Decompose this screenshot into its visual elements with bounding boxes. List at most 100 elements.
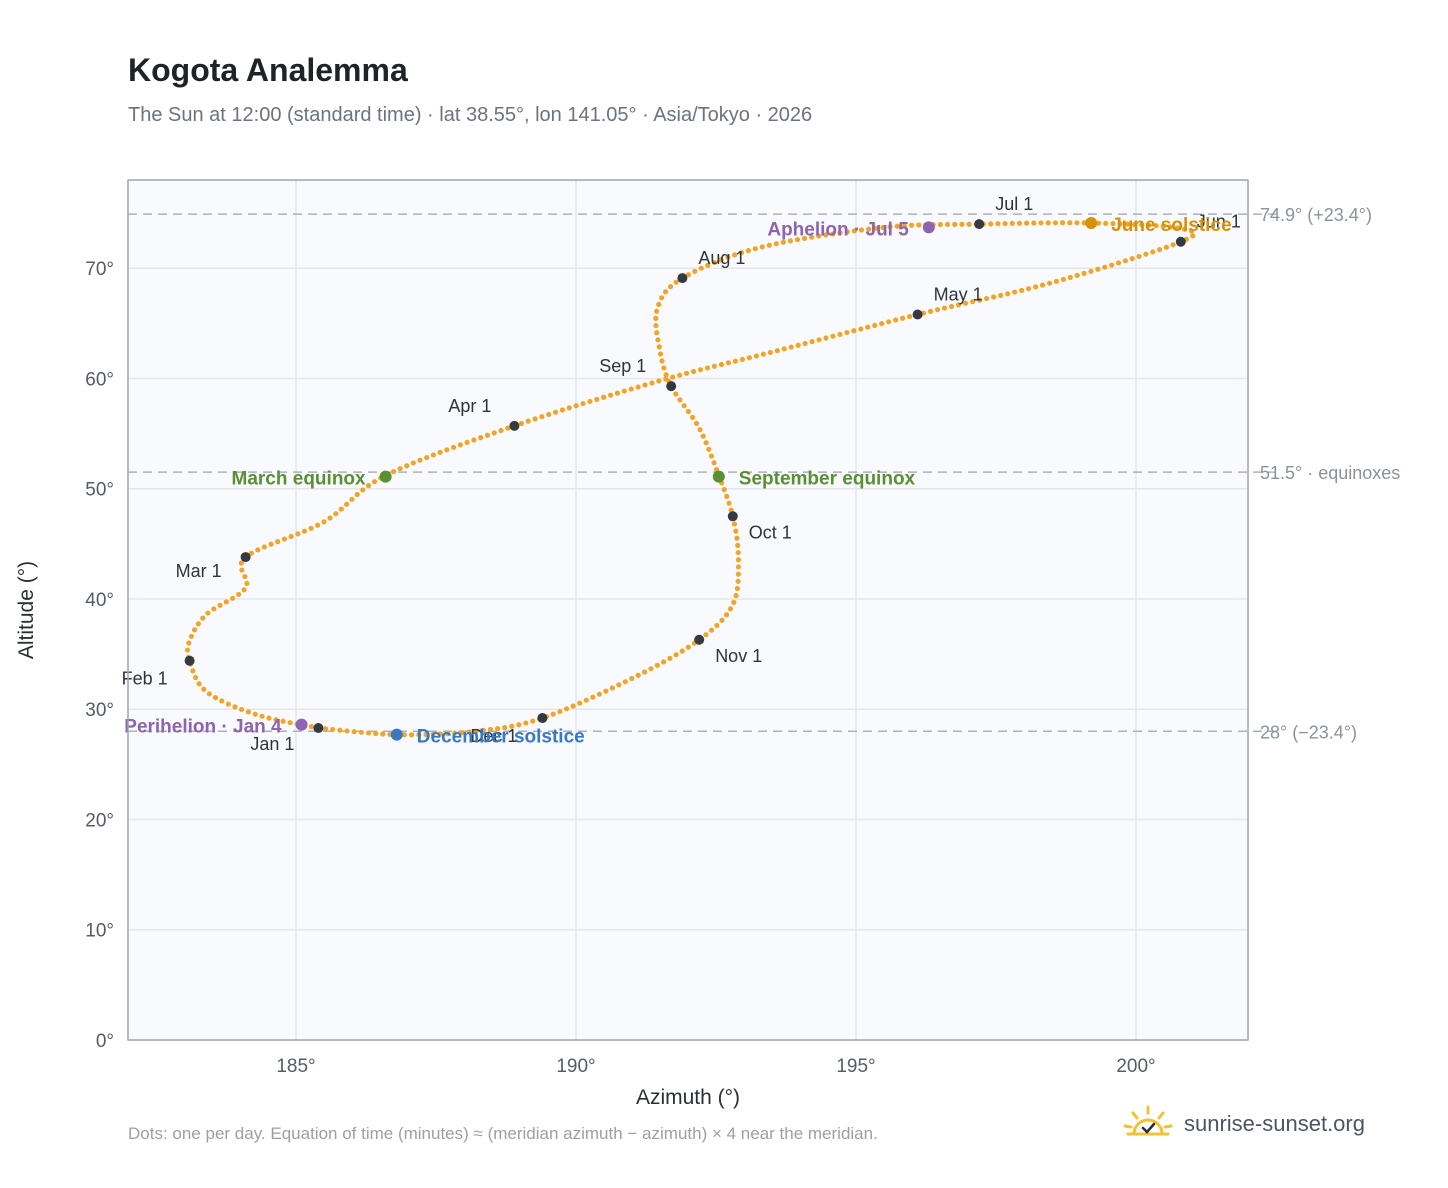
day-dot — [735, 578, 741, 584]
day-dot — [373, 730, 379, 737]
day-dot — [594, 396, 600, 402]
day-dot — [984, 295, 990, 302]
day-dot — [1153, 223, 1159, 229]
day-dot — [773, 241, 779, 247]
day-dot — [351, 729, 357, 735]
day-dot — [505, 425, 511, 431]
day-dot — [430, 731, 436, 737]
month-marker — [313, 722, 324, 733]
day-dot — [509, 723, 515, 729]
y-tick-label: 60° — [85, 369, 114, 390]
day-dot — [410, 460, 416, 466]
day-dot — [1067, 274, 1073, 280]
day-dot — [727, 606, 734, 612]
day-dot — [498, 427, 504, 434]
month-label: Apr 1 — [448, 396, 491, 416]
day-dot — [642, 382, 648, 388]
day-dot — [823, 232, 829, 238]
day-dot — [654, 330, 660, 336]
day-dot — [735, 564, 742, 570]
day-dot — [459, 729, 465, 736]
day-dot — [1190, 233, 1196, 239]
day-dot — [241, 587, 247, 593]
day-dot — [295, 531, 301, 537]
day-dot — [236, 591, 242, 598]
day-dot — [718, 361, 725, 368]
day-dot — [484, 432, 491, 438]
month-marker — [677, 273, 688, 284]
day-dot — [683, 370, 690, 376]
day-dot — [667, 655, 673, 661]
day-dot — [851, 228, 857, 234]
day-dot — [663, 372, 669, 378]
month-label: Jul 1 — [995, 194, 1033, 214]
day-dot — [457, 442, 463, 448]
day-dot — [977, 297, 983, 303]
day-dot — [471, 437, 477, 443]
brand[interactable]: sunrise-sunset.org — [1120, 1102, 1365, 1146]
day-dot — [430, 452, 436, 458]
month-label: May 1 — [934, 285, 983, 305]
day-dot — [437, 731, 443, 737]
day-dot — [746, 355, 752, 361]
day-dot — [437, 449, 443, 455]
day-dot — [865, 324, 871, 330]
day-dot — [700, 433, 706, 439]
day-dot — [401, 732, 408, 738]
day-dot — [1110, 220, 1116, 227]
day-dot — [1045, 220, 1051, 226]
day-dot — [1150, 249, 1156, 255]
day-dot — [473, 728, 479, 734]
day-dot — [609, 685, 615, 691]
day-dot — [1031, 220, 1037, 226]
day-dot — [1067, 220, 1073, 226]
day-dot — [275, 539, 281, 545]
month-marker — [974, 219, 985, 230]
day-dot — [261, 544, 267, 550]
day-dot — [927, 308, 934, 314]
day-dot — [1095, 266, 1101, 272]
day-dot — [614, 390, 621, 396]
day-dot — [424, 454, 430, 461]
event-label: September equinox — [739, 469, 916, 490]
day-dot — [416, 732, 422, 738]
day-dot — [1026, 286, 1032, 292]
x-tick-label: 185° — [276, 1056, 315, 1077]
day-dot — [550, 711, 556, 717]
day-dot — [191, 627, 198, 633]
day-dot — [900, 315, 906, 321]
day-dot — [186, 640, 192, 646]
y-tick-label: 10° — [85, 921, 114, 942]
day-dot — [273, 717, 279, 723]
day-dot — [480, 727, 486, 733]
day-dot — [380, 731, 386, 737]
day-dot — [703, 632, 709, 638]
reference-lines: 74.9° (+23.4°) 51.5° · equinoxes 28° (−23.… — [128, 205, 1400, 742]
day-dot — [991, 294, 997, 300]
day-dot — [365, 483, 372, 489]
day-dot — [662, 289, 669, 295]
y-tick-label: 50° — [85, 480, 114, 501]
day-dot — [557, 708, 563, 715]
month-label: Feb 1 — [122, 669, 168, 689]
day-dot — [673, 652, 679, 658]
day-dot — [948, 303, 955, 310]
month-label: Aug 1 — [698, 248, 745, 268]
day-dot — [288, 533, 294, 540]
day-dot — [719, 617, 725, 623]
day-dot — [1122, 258, 1128, 264]
day-dot — [349, 496, 355, 502]
month-marker — [1175, 236, 1186, 247]
day-dot — [333, 511, 339, 517]
day-dot — [1131, 221, 1138, 228]
day-dot — [1136, 253, 1142, 260]
day-dot — [495, 725, 501, 732]
day-dot — [690, 368, 697, 375]
month-label: Nov 1 — [715, 646, 762, 666]
day-dot — [252, 711, 258, 717]
plot-area — [128, 180, 1248, 1040]
day-dot — [566, 405, 572, 411]
day-dot — [781, 346, 787, 352]
y-tick-label: 40° — [85, 590, 114, 611]
day-dot — [692, 268, 698, 274]
